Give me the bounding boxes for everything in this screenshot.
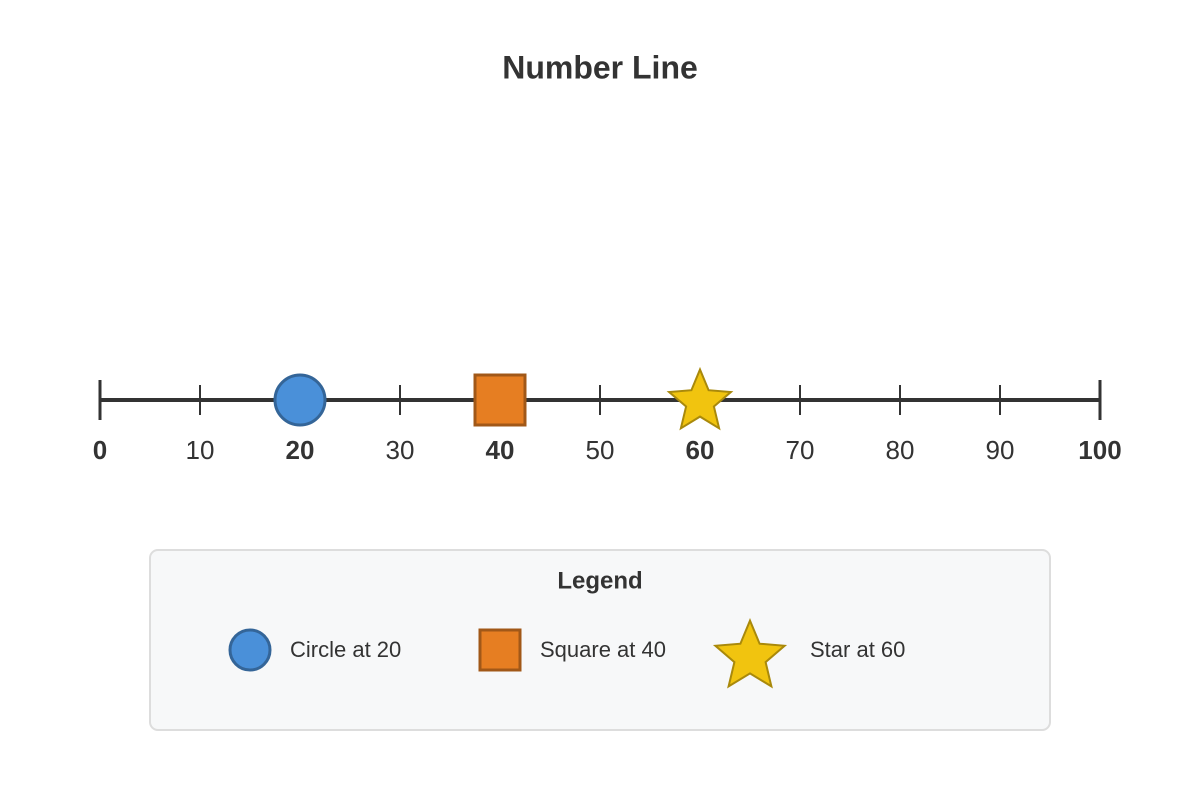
legend-label: Star at 60 <box>810 637 905 662</box>
x-tick-label: 100 <box>1078 435 1121 465</box>
marker <box>666 366 734 431</box>
legend-symbol <box>712 617 788 689</box>
x-tick-label: 90 <box>986 435 1015 465</box>
x-tick-label: 30 <box>386 435 415 465</box>
legend-label: Circle at 20 <box>290 637 401 662</box>
legend-symbol <box>478 628 522 672</box>
x-tick-label: 80 <box>886 435 915 465</box>
x-tick-label: 20 <box>286 435 315 465</box>
chart-title: Number Line <box>502 49 698 85</box>
x-tick-label: 70 <box>786 435 815 465</box>
legend-title: Legend <box>557 567 642 594</box>
x-tick-label: 50 <box>586 435 615 465</box>
x-tick-label: 0 <box>93 435 107 465</box>
marker <box>473 373 527 427</box>
x-tick-label: 10 <box>186 435 215 465</box>
legend-symbol <box>228 628 272 672</box>
legend-box <box>149 549 1051 731</box>
marker <box>273 373 327 427</box>
x-tick-label: 60 <box>686 435 715 465</box>
x-tick-label: 40 <box>486 435 515 465</box>
legend-label: Square at 40 <box>540 637 666 662</box>
